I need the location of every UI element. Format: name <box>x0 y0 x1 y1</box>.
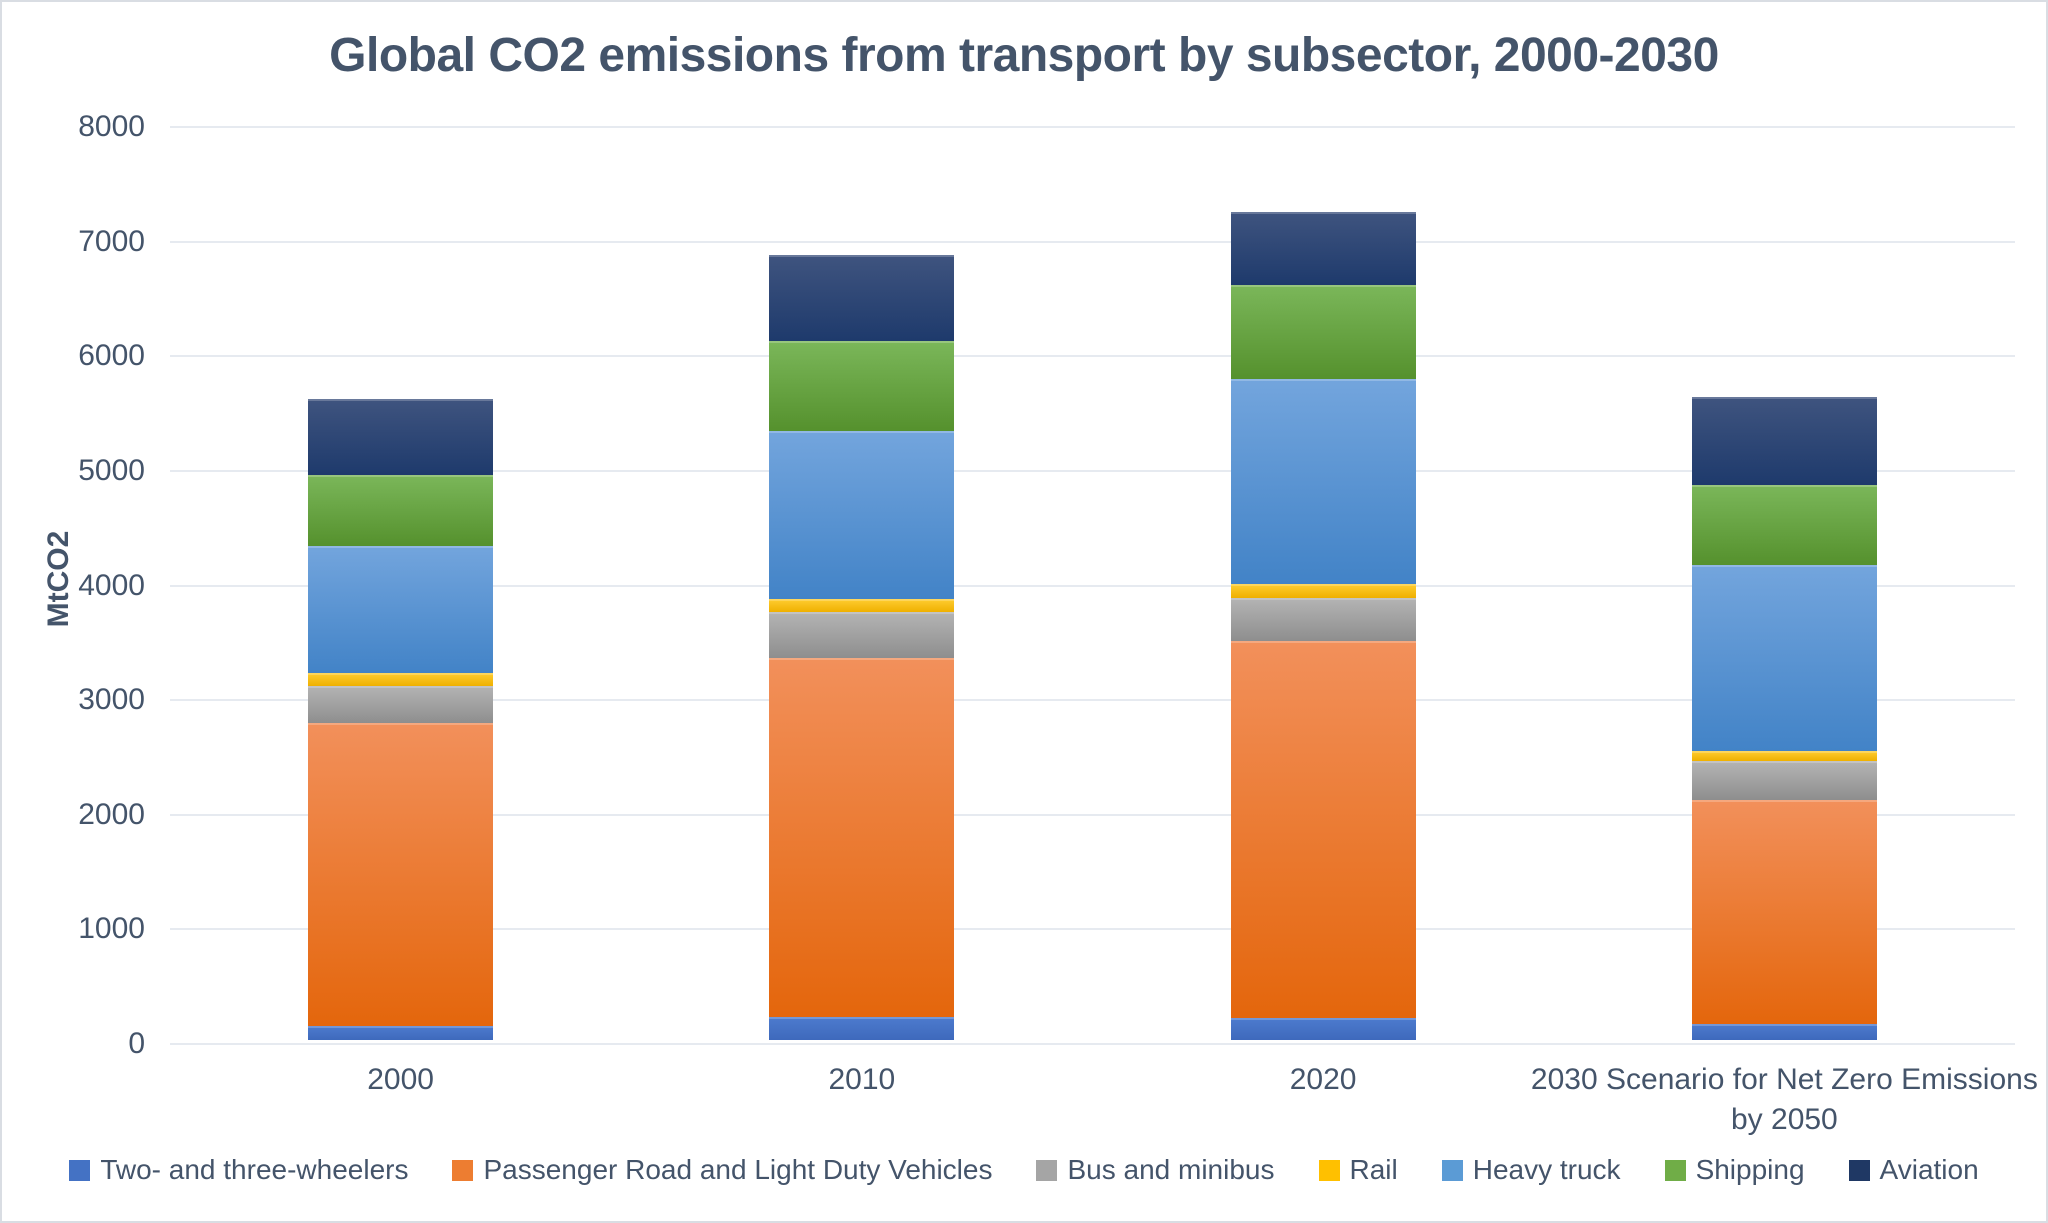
stacked-bar-1 <box>308 399 494 1040</box>
bar-segment-shipping <box>1691 485 1877 566</box>
bar-segment-rail <box>1230 583 1416 598</box>
bar-segment-shipping <box>1230 284 1416 379</box>
legend-label: Shipping <box>1695 1154 1805 1185</box>
bar-segment-bus-and-minibus <box>1230 597 1416 642</box>
gridline-1000 <box>170 928 2015 931</box>
x-tick-label-1: 2000 <box>367 1063 434 1096</box>
legend-label: Aviation <box>1879 1154 1979 1185</box>
y-tick-label-6000: 6000 <box>78 339 145 373</box>
bar-segment-two-and-three-wheelers <box>1230 1018 1416 1040</box>
legend-item-bus-and-minibus: Bus and minibus <box>1036 1154 1275 1186</box>
y-tick-label-7000: 7000 <box>78 224 145 258</box>
y-tick-label-2000: 2000 <box>78 797 145 831</box>
legend-swatch-icon <box>69 1159 91 1181</box>
bar-segment-two-and-three-wheelers <box>308 1026 494 1040</box>
stacked-bar-2 <box>769 254 955 1040</box>
legend-label: Heavy truck <box>1472 1154 1621 1185</box>
bar-segment-aviation <box>769 254 955 341</box>
y-tick-label-8000: 8000 <box>78 110 145 143</box>
gridline-6000 <box>170 355 2015 358</box>
bar-segment-aviation <box>1230 212 1416 285</box>
y-tick-label-5000: 5000 <box>78 453 145 487</box>
bar-segment-two-and-three-wheelers <box>769 1017 955 1040</box>
legend-item-two-and-three-wheelers: Two- and three-wheelers <box>69 1154 408 1186</box>
gridline-0 <box>170 1043 2015 1045</box>
bar-segment-aviation <box>308 399 494 475</box>
bar-segment-passenger-road-and-light-duty-vehicles <box>308 722 494 1027</box>
legend-item-rail: Rail <box>1318 1154 1398 1186</box>
bar-segment-rail <box>308 673 494 686</box>
gridline-8000 <box>170 126 2015 128</box>
bar-segment-heavy-truck <box>769 431 955 599</box>
bar-segment-passenger-road-and-light-duty-vehicles <box>1230 641 1416 1019</box>
bar-segment-rail <box>1691 751 1877 762</box>
stacked-bar-4 <box>1691 396 1877 1040</box>
bar-segment-passenger-road-and-light-duty-vehicles <box>1691 800 1877 1024</box>
legend-swatch-icon <box>452 1159 474 1181</box>
bar-segment-bus-and-minibus <box>308 685 494 723</box>
stacked-bar-3 <box>1230 212 1416 1040</box>
legend-item-aviation: Aviation <box>1848 1154 1979 1186</box>
x-tick-label-4: 2030 Scenario for Net Zero Emissions by … <box>1530 1063 2038 1136</box>
gridline-4000 <box>170 584 2015 587</box>
bar-segment-two-and-three-wheelers <box>1691 1023 1877 1040</box>
y-tick-label-3000: 3000 <box>78 683 145 717</box>
gridline-2000 <box>170 813 2015 816</box>
chart-title: Global CO2 emissions from transport by s… <box>329 29 1719 82</box>
legend-swatch-icon <box>1036 1159 1058 1181</box>
bar-segment-heavy-truck <box>1691 565 1877 752</box>
bar-segment-aviation <box>1691 396 1877 486</box>
legend-item-shipping: Shipping <box>1664 1154 1805 1186</box>
y-tick-label-1000: 1000 <box>78 912 145 946</box>
bar-segment-shipping <box>769 340 955 432</box>
x-tick-label-2: 2010 <box>828 1063 896 1096</box>
legend-label: Rail <box>1349 1154 1398 1185</box>
bar-segment-passenger-road-and-light-duty-vehicles <box>769 658 955 1018</box>
legend-label: Passenger Road and Light Duty Vehicles <box>483 1154 993 1185</box>
legend: Two- and three-wheelers Passenger Road an… <box>2 1154 2046 1186</box>
bar-segment-shipping <box>308 474 494 547</box>
legend-swatch-icon <box>1441 1159 1463 1181</box>
gridline-7000 <box>170 240 2015 243</box>
gridline-5000 <box>170 469 2015 472</box>
x-tick-label-3: 2020 <box>1289 1063 1357 1096</box>
bar-segment-heavy-truck <box>308 546 494 674</box>
bar-segment-bus-and-minibus <box>1691 761 1877 801</box>
y-tick-label-4000: 4000 <box>78 568 145 602</box>
y-tick-label-0: 0 <box>128 1027 145 1060</box>
bar-segment-heavy-truck <box>1230 378 1416 584</box>
legend-swatch-icon <box>1664 1159 1686 1181</box>
legend-label: Bus and minibus <box>1067 1154 1275 1185</box>
legend-item-heavy-truck: Heavy truck <box>1441 1154 1621 1186</box>
legend-item-passenger-road-and-light-duty-vehicles: Passenger Road and Light Duty Vehicles <box>452 1154 992 1186</box>
bar-segment-bus-and-minibus <box>769 612 955 659</box>
legend-swatch-icon <box>1848 1159 1870 1181</box>
legend-label: Two- and three-wheelers <box>100 1154 409 1185</box>
bar-segment-rail <box>769 598 955 613</box>
legend-swatch-icon <box>1318 1159 1340 1181</box>
gridline-3000 <box>170 699 2015 702</box>
